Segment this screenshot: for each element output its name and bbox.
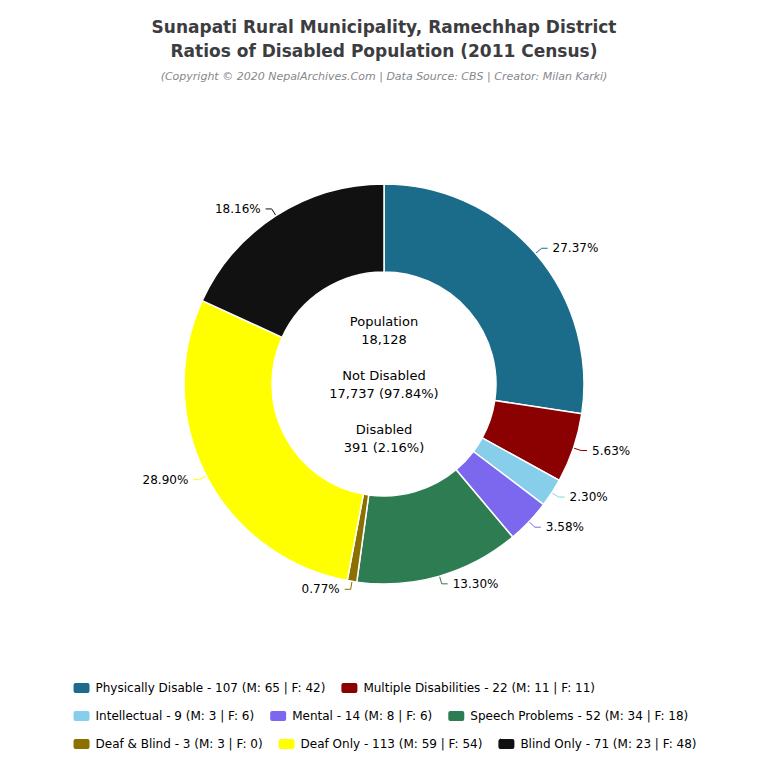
svg-text:17,737 (97.84%): 17,737 (97.84%) xyxy=(329,386,438,401)
svg-text:Physically Disable - 107 (M: 6: Physically Disable - 107 (M: 65 | F: 42) xyxy=(96,681,326,695)
svg-text:(Copyright © 2020 NepalArchive: (Copyright © 2020 NepalArchives.Com | Da… xyxy=(161,70,608,83)
svg-text:13.30%: 13.30% xyxy=(453,577,499,591)
svg-text:28.90%: 28.90% xyxy=(143,473,189,487)
svg-text:Ratios of Disabled Population: Ratios of Disabled Population (2011 Cens… xyxy=(171,41,598,61)
svg-text:Mental - 14 (M: 8 | F: 6): Mental - 14 (M: 8 | F: 6) xyxy=(292,709,432,723)
svg-text:391 (2.16%): 391 (2.16%) xyxy=(344,440,424,455)
svg-text:0.77%: 0.77% xyxy=(302,582,340,596)
svg-text:Not Disabled: Not Disabled xyxy=(342,368,425,383)
svg-text:Population: Population xyxy=(350,314,418,329)
svg-text:Disabled: Disabled xyxy=(356,422,412,437)
svg-text:2.30%: 2.30% xyxy=(570,490,608,504)
svg-text:Blind Only - 71 (M: 23 | F: 48: Blind Only - 71 (M: 23 | F: 48) xyxy=(520,737,696,751)
svg-text:Deaf & Blind - 3 (M: 3 | F: 0): Deaf & Blind - 3 (M: 3 | F: 0) xyxy=(96,737,263,751)
svg-text:5.63%: 5.63% xyxy=(592,444,630,458)
svg-text:18,128: 18,128 xyxy=(361,332,407,347)
svg-text:Speech Problems - 52 (M: 34 |: Speech Problems - 52 (M: 34 | F: 18) xyxy=(470,709,688,723)
svg-text:Deaf Only - 113 (M: 59 | F: 54: Deaf Only - 113 (M: 59 | F: 54) xyxy=(301,737,483,751)
svg-text:Multiple Disabilities - 22 (M:: Multiple Disabilities - 22 (M: 11 | F: 1… xyxy=(363,681,595,695)
svg-text:18.16%: 18.16% xyxy=(215,202,261,216)
svg-text:27.37%: 27.37% xyxy=(553,241,599,255)
svg-text:Intellectual - 9 (M: 3 | F: 6): Intellectual - 9 (M: 3 | F: 6) xyxy=(96,709,255,723)
svg-text:3.58%: 3.58% xyxy=(546,520,584,534)
svg-text:Sunapati Rural Municipality, R: Sunapati Rural Municipality, Ramechhap D… xyxy=(152,17,617,37)
